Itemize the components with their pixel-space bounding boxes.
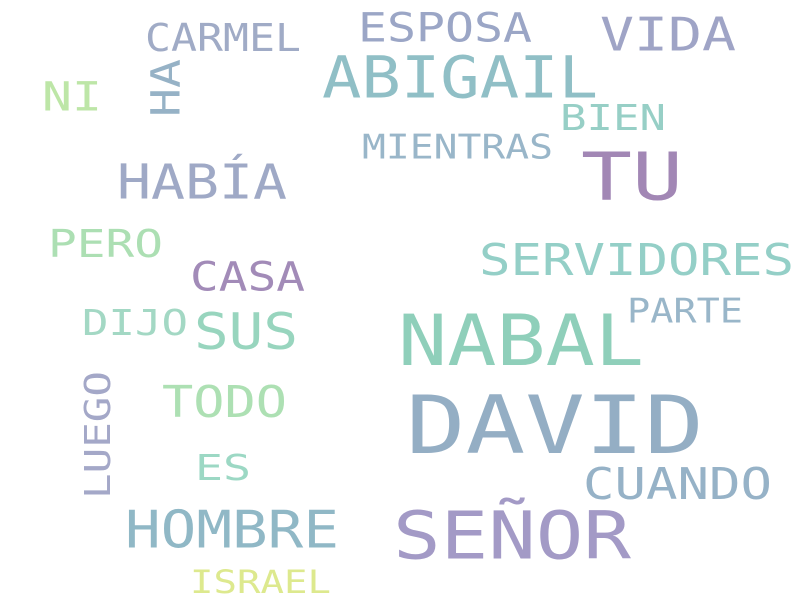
word-senor: SEÑOR: [393, 497, 631, 575]
word-dijo: DIJO: [82, 301, 188, 344]
word-parte: PARTE: [627, 290, 743, 331]
word-cuando: CUANDO: [583, 458, 772, 510]
word-todo: TODO: [162, 376, 287, 428]
word-sus: SUS: [194, 302, 298, 361]
word-ha: HA: [142, 59, 190, 117]
word-pero: PERO: [48, 221, 163, 267]
word-vida: VIDA: [600, 7, 736, 62]
word-abigail: ABIGAIL: [322, 43, 598, 112]
word-es: ES: [195, 446, 251, 489]
word-mientras: MIENTRAS: [362, 126, 553, 167]
word-carmel: CARMEL: [145, 15, 301, 61]
word-esposa: ESPOSA: [358, 4, 532, 52]
word-david: DAVID: [406, 378, 704, 473]
word-ni: NI: [42, 73, 102, 121]
word-servidores: SERVIDORES: [479, 234, 794, 286]
word-bien: BIEN: [560, 96, 666, 139]
word-luego: LUEGO: [76, 371, 119, 499]
word-nabal: NABAL: [398, 299, 644, 382]
word-casa: CASA: [190, 253, 305, 301]
word-israel: ISRAEL: [190, 563, 331, 600]
word-tu: TU: [581, 138, 683, 216]
word-hombre: HOMBRE: [125, 499, 339, 561]
word-habia: HABÍA: [117, 153, 287, 210]
